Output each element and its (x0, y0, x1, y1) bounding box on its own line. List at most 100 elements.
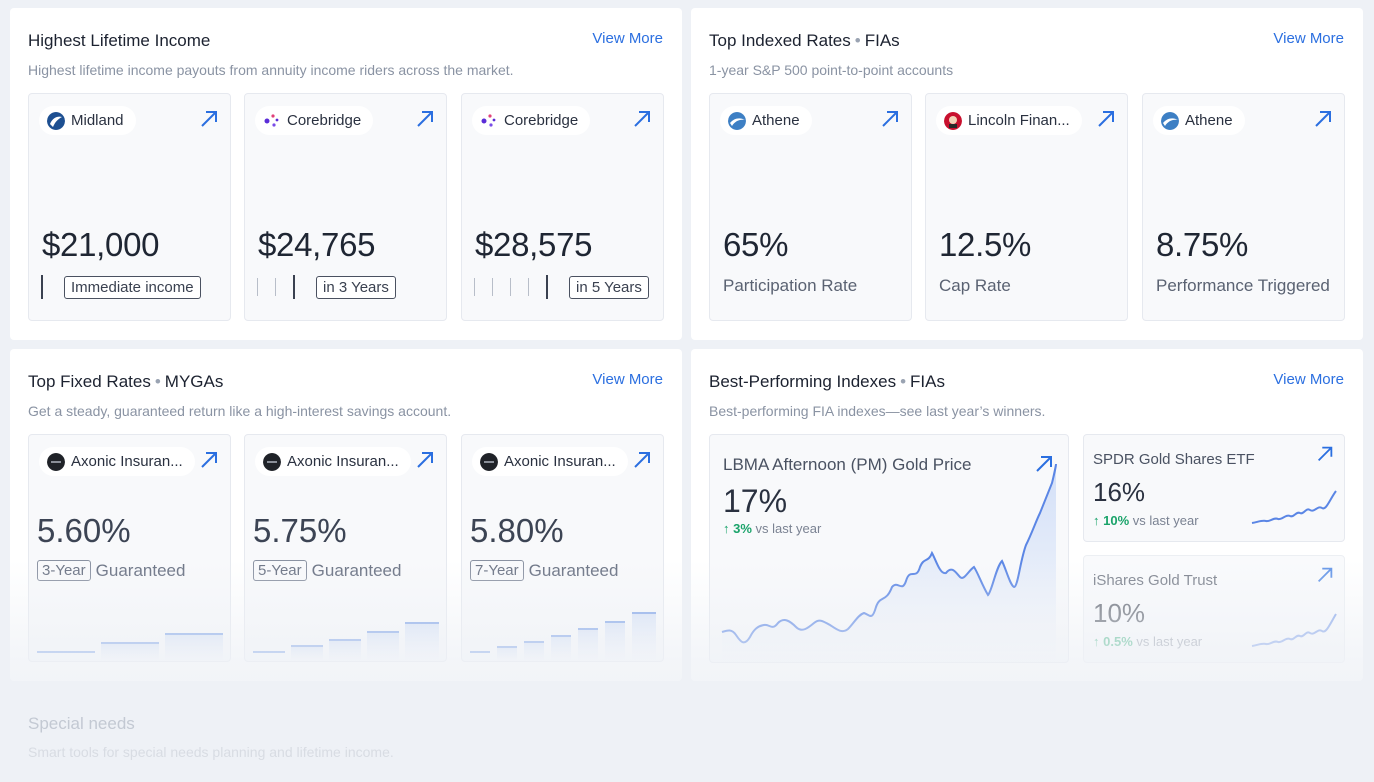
index-sparkline (1251, 613, 1337, 647)
tick (510, 278, 511, 296)
special-needs-section: Special needs Smart tools for special ne… (10, 690, 1363, 782)
rate-value: 12.5% (939, 226, 1032, 263)
rate-steps-chart (37, 633, 223, 661)
delta-suffix: vs last year (755, 521, 822, 536)
tick (546, 275, 548, 299)
carrier-chip: Lincoln Finan... (936, 106, 1082, 135)
index-delta: ↑ 10% vs last year (1093, 513, 1199, 528)
arrow-up-right-icon[interactable] (198, 108, 220, 130)
panel-subtitle: Get a steady, guaranteed return like a h… (28, 403, 452, 419)
tick (293, 275, 295, 299)
rate-value: 5.60% (37, 512, 131, 549)
tick (41, 275, 43, 299)
timing-tag: Immediate income (64, 275, 201, 299)
index-name: iShares Gold Trust (1093, 572, 1218, 589)
fixed-rate-card[interactable]: Axonic Insuran... 5.80% 7-Year Guaranteed (461, 434, 664, 662)
timeline-ticks: Immediate income (41, 274, 201, 300)
panel-title: Highest Lifetime Income (28, 31, 211, 50)
carrier-name: Lincoln Finan... (968, 112, 1070, 129)
index-name: SPDR Gold Shares ETF (1093, 451, 1255, 468)
delta-value: 0.5% (1103, 634, 1133, 649)
axonic-logo-icon (480, 452, 498, 471)
featured-index-card[interactable]: LBMA Afternoon (PM) Gold Price 17% ↑ 3% … (709, 434, 1069, 663)
carrier-name: Athene (1185, 112, 1233, 129)
income-card[interactable]: Corebridge $28,575 in 5 Years (461, 93, 664, 321)
delta-suffix: vs last year (1132, 513, 1199, 528)
carrier-name: Corebridge (504, 112, 579, 129)
arrow-up-right-icon[interactable] (879, 108, 901, 130)
rate-steps-chart (470, 612, 656, 661)
income-card[interactable]: Midland $21,000 Immediate income (28, 93, 231, 321)
arrow-up-right-icon[interactable] (1312, 108, 1334, 130)
carrier-chip: Corebridge (472, 106, 591, 135)
view-more-link[interactable]: View More (1273, 30, 1344, 47)
rate-label: Participation Rate (723, 276, 858, 295)
arrow-up-right-icon[interactable] (1095, 108, 1117, 130)
panel-subtitle: Best-performing FIA indexes—see last yea… (709, 403, 1046, 419)
carrier-name: Midland (71, 112, 124, 129)
tick (275, 278, 276, 296)
arrow-up-right-icon[interactable] (631, 449, 653, 471)
best-performing-indexes-panel: Best-Performing Indexes • FIAs Best-perfor… (691, 349, 1363, 681)
index-return: 17% (723, 483, 788, 519)
rate-value: 8.75% (1156, 226, 1249, 263)
rate-value: 5.75% (253, 512, 347, 549)
corebridge-logo-icon (264, 113, 279, 127)
indexed-rate-card[interactable]: Athene 65% Participation Rate (709, 93, 912, 321)
panel-title-text: Top Indexed Rates (709, 31, 851, 50)
fixed-rate-card[interactable]: Axonic Insuran... 5.75% 5-Year Guaranteed (244, 434, 447, 662)
view-more-link[interactable]: View More (1273, 371, 1344, 388)
view-more-link[interactable]: View More (592, 371, 663, 388)
midland-logo-icon (47, 111, 65, 130)
axonic-logo-icon (47, 452, 65, 471)
timing-tag: in 3 Years (316, 275, 396, 299)
carrier-name: Corebridge (287, 112, 362, 129)
fixed-rate-card[interactable]: Axonic Insuran... 5.60% 3-Year Guaranteed (28, 434, 231, 662)
delta-value: 10% (1103, 513, 1130, 528)
arrow-up-right-icon[interactable] (1033, 453, 1055, 475)
indexed-rate-card[interactable]: Lincoln Finan... 12.5% Cap Rate (925, 93, 1128, 321)
carrier-chip: Axonic Insuran... (39, 447, 195, 476)
panel-title-text: Top Fixed Rates (28, 372, 151, 391)
arrow-up-right-icon[interactable] (414, 449, 436, 471)
index-card[interactable]: SPDR Gold Shares ETF 16% ↑ 10% vs last y… (1083, 434, 1345, 542)
panel-title: Top Indexed Rates • FIAs (709, 31, 900, 50)
index-card[interactable]: iShares Gold Trust 10% ↑ 0.5% vs last ye… (1083, 555, 1345, 663)
arrow-up-right-icon[interactable] (198, 449, 220, 471)
carrier-name: Axonic Insuran... (504, 453, 616, 470)
tick (257, 278, 258, 296)
delta-value: 3% (733, 521, 752, 536)
arrow-up-right-icon[interactable] (631, 108, 653, 130)
carrier-chip: Midland (39, 106, 136, 135)
panel-subtitle: Highest lifetime income payouts from ann… (28, 62, 514, 78)
timeline-ticks: in 5 Years (474, 274, 649, 300)
product-tag: FIAs (910, 372, 945, 391)
index-return: 10% (1093, 598, 1146, 628)
arrow-up-icon: ↑ (1093, 634, 1100, 649)
rate-label: Cap Rate (939, 276, 1011, 295)
tick (492, 278, 493, 296)
income-card[interactable]: Corebridge $24,765 in 3 Years (244, 93, 447, 321)
index-delta: ↑ 0.5% vs last year (1093, 634, 1202, 649)
lincoln-financial-logo-icon (944, 111, 962, 130)
tick (528, 278, 529, 296)
timeline-ticks: in 3 Years (257, 274, 396, 300)
axonic-logo-icon (263, 452, 281, 471)
delta-suffix: vs last year (1136, 634, 1203, 649)
timing-tag: in 5 Years (569, 275, 649, 299)
athene-logo-icon (728, 111, 746, 130)
arrow-up-right-icon[interactable] (1315, 444, 1335, 464)
arrow-up-right-icon[interactable] (414, 108, 436, 130)
product-tag: FIAs (864, 31, 900, 50)
income-amount: $24,765 (258, 226, 376, 263)
tick (474, 278, 475, 296)
carrier-name: Axonic Insuran... (287, 453, 399, 470)
carrier-chip: Corebridge (255, 106, 374, 135)
view-more-link[interactable]: View More (592, 30, 663, 47)
indexed-rate-card[interactable]: Athene 8.75% Performance Triggered (1142, 93, 1345, 321)
arrow-up-icon: ↑ (723, 521, 730, 536)
index-name: LBMA Afternoon (PM) Gold Price (723, 455, 972, 474)
highest-lifetime-income-panel: Highest Lifetime Income Highest lifetime… (10, 8, 682, 340)
section-title: Special needs (28, 714, 135, 733)
arrow-up-right-icon[interactable] (1315, 565, 1335, 585)
